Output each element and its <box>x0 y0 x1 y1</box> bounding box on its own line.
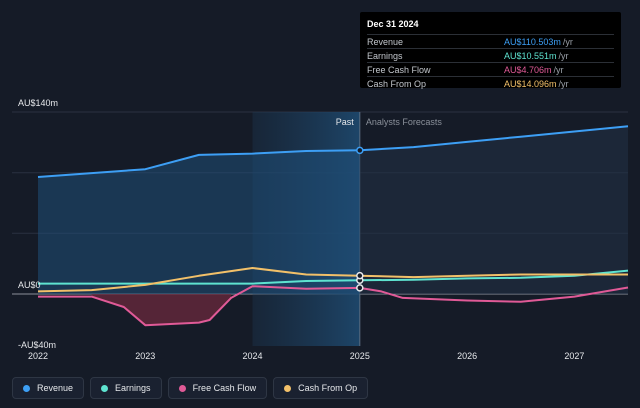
tooltip-label: Revenue <box>367 36 404 47</box>
revenue-area <box>38 150 360 294</box>
tooltip-value: AU$110.503m <box>504 36 561 47</box>
x-axis-label: 2025 <box>350 351 370 361</box>
forecast-label: Analysts Forecasts <box>366 117 443 127</box>
revenue-marker <box>356 146 364 155</box>
x-axis-label: 2026 <box>457 351 477 361</box>
y-axis-label: -AU$40m <box>18 340 56 350</box>
cash-from-op-line <box>37 267 628 293</box>
tooltip-row-free-cash-flow: Free Cash Flow AU$4.706m /yr <box>367 62 614 76</box>
tooltip-unit: /yr <box>562 36 573 47</box>
legend-label: Revenue <box>37 383 74 393</box>
y-axis-label: AU$140m <box>18 98 58 108</box>
free-cash-flow-line <box>38 285 629 327</box>
tooltip-row-revenue: Revenue AU$110.503m /yr <box>367 34 614 48</box>
cash-from-op-marker <box>356 271 364 280</box>
y-axis-label: AU$0 <box>18 280 41 290</box>
past-label: Past <box>336 117 355 127</box>
tooltip-value: AU$14.096m <box>504 78 557 89</box>
tooltip-label: Earnings <box>367 50 403 61</box>
legend-item-cash-from-op[interactable]: Cash From Op <box>273 377 369 399</box>
legend-item-free-cash-flow[interactable]: Free Cash Flow <box>167 377 268 399</box>
tooltip-label: Cash From Op <box>367 78 427 89</box>
revenue-forecast-area <box>359 126 628 294</box>
legend-label: Free Cash Flow <box>192 383 257 393</box>
tooltip-unit: /yr <box>558 78 569 89</box>
x-axis-label: 2023 <box>135 351 155 361</box>
legend-label: Cash From Op <box>298 383 358 393</box>
tooltip-value: AU$4.706m <box>504 64 552 75</box>
tooltip-value: AU$10.551m <box>504 50 557 61</box>
fcf-negative-area <box>91 294 232 326</box>
tooltip-panel: Dec 31 2024 Revenue AU$110.503m /yr Earn… <box>360 12 621 90</box>
x-axis-label: 2027 <box>564 351 584 361</box>
legend-dot-icon <box>178 384 186 392</box>
free-cash-flow-marker <box>356 284 364 292</box>
legend-dot-icon <box>23 384 30 392</box>
tooltip-label: Free Cash Flow <box>367 64 431 75</box>
tooltip-row-cash-from-op: Cash From Op AU$14.096m /yr <box>367 76 614 90</box>
legend: Revenue Earnings Free Cash Flow Cash Fro… <box>12 377 369 399</box>
legend-dot-icon <box>101 384 109 392</box>
tooltip-unit: /yr <box>558 50 569 61</box>
x-axis-label: 2024 <box>243 351 263 361</box>
tooltip-unit: /yr <box>553 64 564 75</box>
legend-item-revenue[interactable]: Revenue <box>12 377 85 399</box>
legend-label: Earnings <box>115 383 151 393</box>
tooltip-row-earnings: Earnings AU$10.551m /yr <box>367 48 614 62</box>
tooltip-date: Dec 31 2024 <box>367 19 419 29</box>
legend-item-earnings[interactable]: Earnings <box>90 377 162 399</box>
legend-dot-icon <box>284 384 292 392</box>
x-axis-label: 2022 <box>28 351 48 361</box>
